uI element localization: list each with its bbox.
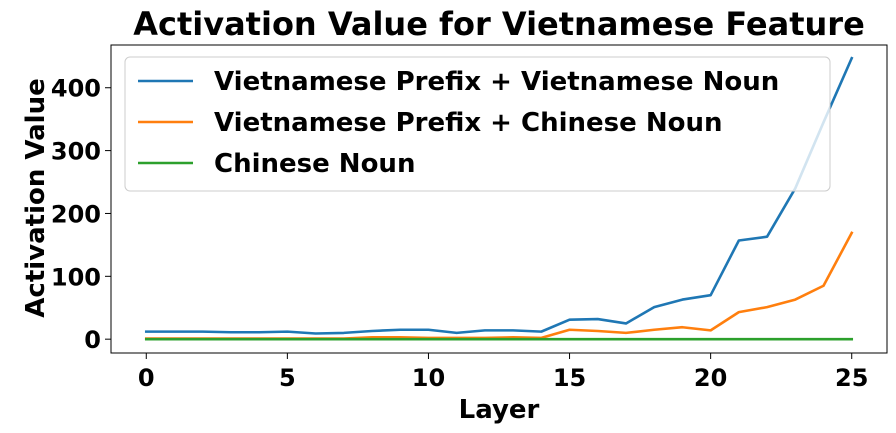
axes-frame [110, 44, 888, 354]
x-tick-label: 10 [412, 364, 445, 392]
y-tick-label: 300 [51, 138, 101, 166]
legend: Vietnamese Prefix + Vietnamese Noun Vietn… [124, 56, 831, 192]
legend-box [124, 56, 831, 192]
series-line-1 [144, 56, 854, 335]
legend-label-2: Vietnamese Prefix + Chinese Noun [214, 108, 722, 138]
legend-label-3: Chinese Noun [214, 149, 415, 179]
y-tick-label: 0 [84, 326, 101, 354]
plot-area: 0 5 10 15 20 25 0 100 200 300 400 [51, 44, 888, 392]
y-tick-label: 400 [51, 75, 101, 103]
y-tick-label: 100 [51, 263, 101, 291]
legend-label-1: Vietnamese Prefix + Vietnamese Noun [214, 67, 779, 97]
y-tick-label: 200 [51, 200, 101, 228]
x-axis-label: Layer [459, 395, 540, 425]
series-line-2 [144, 231, 854, 340]
x-tick-label: 5 [279, 364, 296, 392]
x-tick-label: 15 [553, 364, 586, 392]
x-tick-label: 20 [694, 364, 727, 392]
y-axis-label: Activation Value [21, 78, 51, 317]
x-tick-label: 0 [138, 364, 155, 392]
x-tick-label: 25 [835, 364, 868, 392]
chart-title: Activation Value for Vietnamese Feature [133, 5, 865, 43]
